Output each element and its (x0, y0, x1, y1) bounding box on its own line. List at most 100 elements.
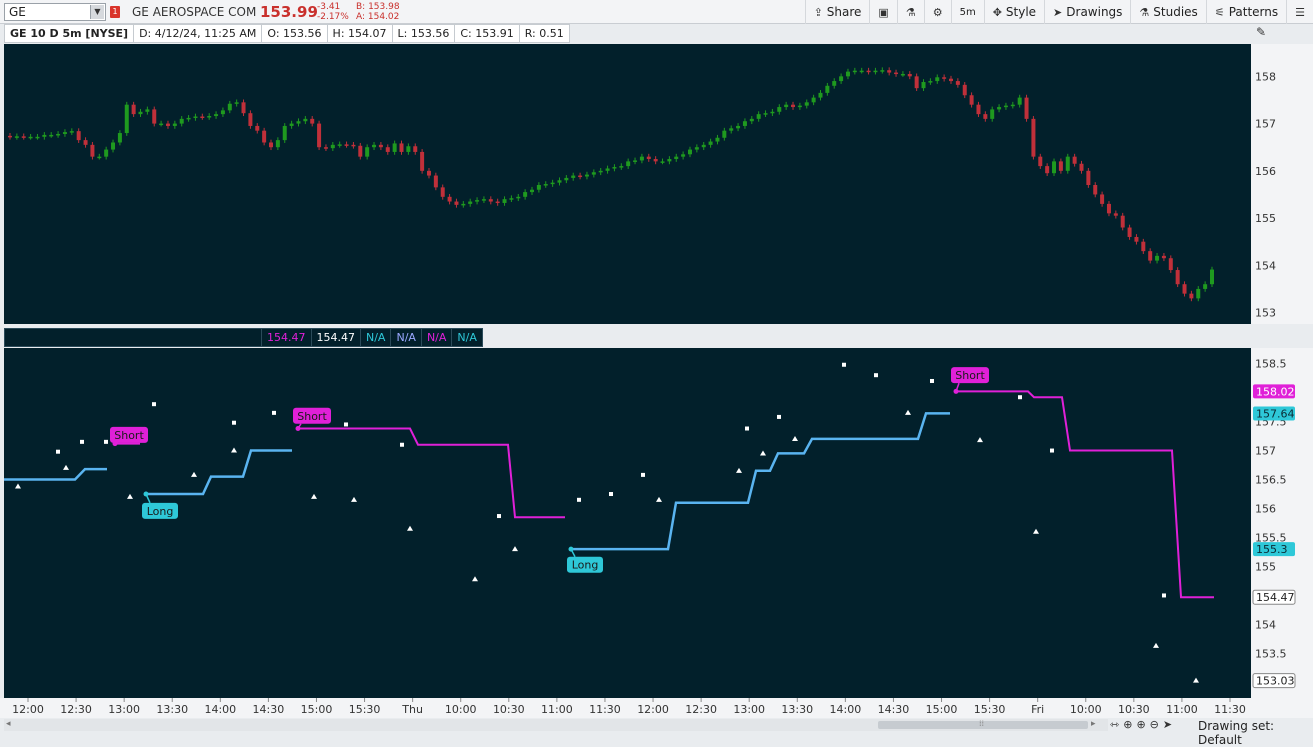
top-toolbar: GE ▼ 1 GE AEROSPACE COM 153.99 -3.41 -2.… (0, 0, 1313, 24)
candle-body (406, 146, 411, 152)
study-square-point (641, 472, 645, 477)
candle-body (255, 125, 260, 131)
candle-body (69, 131, 74, 133)
candle-body (303, 118, 308, 122)
alert-badge[interactable]: 1 (110, 6, 120, 18)
settings-button[interactable]: ⚙ (923, 0, 951, 24)
scroll-right-icon[interactable]: ▸ (1091, 719, 1096, 729)
candle-body (385, 147, 390, 152)
axis-badge (1253, 542, 1295, 557)
price-tick-label: 155 (1255, 212, 1276, 225)
studies-button[interactable]: ⚗ Studies (1130, 0, 1205, 24)
candle-body (797, 105, 802, 108)
candle-body (186, 117, 191, 120)
pencil-icon[interactable]: ✎ (1256, 25, 1267, 39)
candle-body (1203, 284, 1208, 289)
axis-badge (1253, 406, 1295, 421)
candle-body (1189, 293, 1194, 299)
time-tick-label: 13:00 (733, 703, 765, 716)
candle-body (220, 110, 225, 115)
candle-body (1168, 258, 1173, 271)
signal-label-text: Short (955, 369, 985, 382)
candle-body (1141, 241, 1146, 252)
signal-label-text: Short (114, 429, 144, 442)
candle-body (1210, 269, 1214, 285)
candle-body (1038, 156, 1043, 167)
candle-body (962, 84, 967, 96)
share-button[interactable]: ⇪ Share (804, 0, 870, 24)
study-header: 154.47 154.47 N/A N/A N/A N/A (4, 328, 483, 347)
patterns-button[interactable]: ⚟ Patterns (1205, 0, 1286, 24)
axis-badge (1252, 673, 1296, 689)
candle-body (1024, 97, 1029, 119)
candle-body (770, 111, 775, 114)
candle-body (818, 92, 823, 98)
zoom-out-icon[interactable]: ⊖ (1149, 718, 1159, 731)
candle-body (365, 147, 370, 157)
study-triangle-point (792, 435, 798, 441)
candle-body (468, 201, 473, 204)
study-square-point (344, 422, 348, 427)
candle-body (914, 76, 919, 89)
candle-body (1079, 163, 1084, 171)
candle-body (997, 107, 1002, 110)
study-triangle-point (351, 496, 357, 502)
scroll-thumb[interactable] (878, 721, 1088, 729)
style-button[interactable]: ✥ Style (983, 0, 1044, 24)
price-axis: 153 154 155 156 157 158 (1255, 70, 1276, 319)
study-value: 154.47 (311, 328, 361, 347)
chart-title[interactable]: GE 10 D 5m [NYSE] (4, 24, 135, 43)
candle-body (921, 82, 926, 89)
time-tick-label: 10:30 (1118, 703, 1150, 716)
screenshot-button[interactable]: ▣ (869, 0, 896, 24)
candle-body (584, 174, 589, 177)
study-square-point (80, 439, 84, 444)
candle-body (1182, 284, 1187, 294)
study-triangle-point (656, 496, 662, 502)
study-square-point (777, 414, 781, 419)
candle-body (900, 73, 905, 76)
change-block: -3.41 -2.17% (317, 2, 349, 22)
drawing-set-label[interactable]: Drawing set: Default (1198, 719, 1275, 747)
zoom-in-icon[interactable]: ⊕ (1136, 718, 1146, 731)
pointer-icon[interactable]: ➤ (1162, 718, 1173, 731)
time-tick-label: 15:00 (301, 703, 333, 716)
candle-body (955, 81, 960, 85)
gear-icon: ⚙ (932, 5, 943, 19)
short-line (298, 427, 565, 519)
study-triangle-point (231, 447, 237, 453)
candle-body (28, 136, 33, 139)
axis-badge-text: 153.03 (1256, 675, 1295, 688)
time-tick-label: 14:30 (878, 703, 910, 716)
candle-body (461, 203, 466, 206)
candle-body (948, 78, 953, 82)
drawings-button[interactable]: ➤ Drawings (1044, 0, 1130, 24)
study-triangle-point (311, 493, 317, 499)
menu-button[interactable]: ☰ (1286, 0, 1313, 24)
candle-body (1120, 215, 1125, 228)
timeframe-button[interactable]: 5m (950, 0, 984, 24)
time-scrollbar[interactable]: ◂ ⁞⁞ ▸ (4, 719, 1108, 731)
candle-body (1017, 97, 1022, 105)
long-line (571, 412, 950, 551)
chevron-down-icon[interactable]: ▼ (90, 5, 104, 19)
candle-body (426, 170, 431, 176)
study-labels: Short Short Short Long Long (110, 367, 989, 573)
candle-body (907, 73, 912, 77)
candle-body (736, 125, 741, 129)
flask-button[interactable]: ⚗ (896, 0, 924, 24)
candle-body (516, 196, 521, 199)
crosshair-icon[interactable]: ⊕ (1123, 718, 1133, 731)
candle-body (241, 102, 246, 114)
study-name-cell[interactable] (4, 328, 262, 347)
flask-icon: ⚗ (905, 5, 916, 19)
candle-body (550, 182, 555, 185)
symbol-input[interactable]: GE ▼ (4, 3, 106, 21)
time-tick-label: 10:00 (445, 703, 477, 716)
candle-body (832, 81, 837, 86)
scroll-left-icon[interactable]: ◂ (6, 719, 11, 729)
expand-icon[interactable]: ⇿ (1110, 718, 1120, 731)
study-triangle-point (760, 450, 766, 456)
